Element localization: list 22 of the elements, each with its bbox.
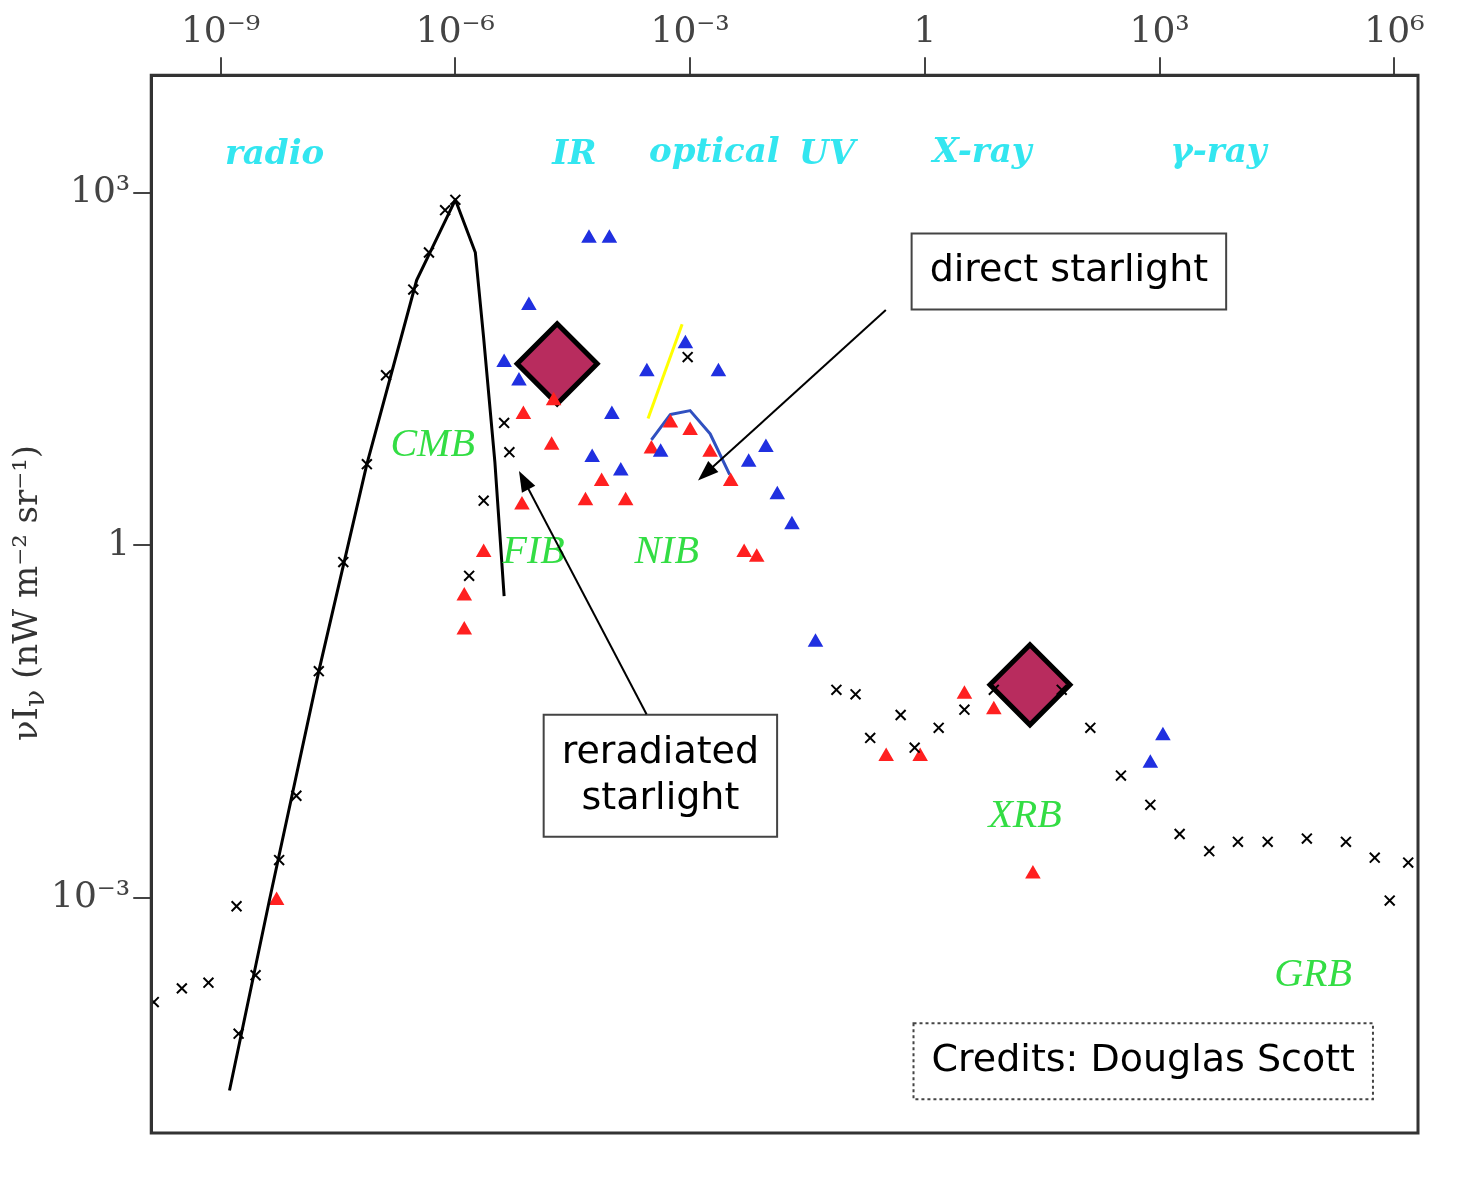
annotation: CMB	[390, 419, 475, 465]
annotation: γ-ray	[1170, 129, 1269, 170]
annotation: reradiated starlight	[561, 727, 760, 818]
x-tick-label: 10⁻³	[650, 8, 730, 50]
annotation: XRB	[986, 791, 1062, 837]
annotation: direct starlight	[929, 246, 1209, 291]
annotation: Credits: Douglas Scott	[931, 1036, 1355, 1081]
annotation: GRB	[1274, 950, 1352, 996]
x-tick-label: 10⁻⁹	[180, 8, 261, 50]
annotation: UV	[799, 131, 859, 172]
annotation: NIB	[633, 526, 699, 572]
y-tick-label: 10³	[69, 169, 131, 211]
x-tick-label: 1	[913, 8, 937, 50]
annotation: X-ray	[930, 129, 1034, 170]
x-tick-label: 10³	[1129, 8, 1190, 50]
x-tick-label: 10⁻⁶	[415, 8, 495, 50]
y-tick-label: 1	[107, 521, 131, 563]
y-tick-label: 10⁻³	[50, 874, 131, 916]
x-tick-label: 10⁶	[1364, 8, 1425, 50]
annotation: IR	[551, 131, 597, 172]
annotation: radio	[224, 131, 325, 172]
annotation: optical	[649, 129, 780, 170]
